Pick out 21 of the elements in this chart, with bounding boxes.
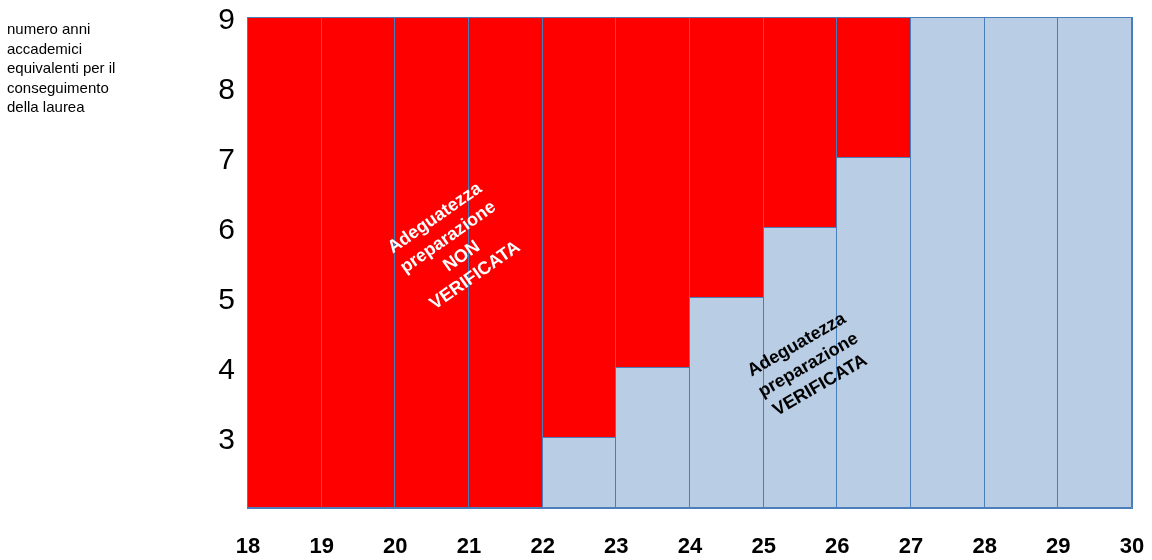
- x-tick-label: 18: [235, 533, 261, 559]
- x-tick-label: 24: [677, 533, 703, 559]
- x-tick-label: 22: [530, 533, 555, 559]
- y-tick-label: 8: [218, 71, 235, 105]
- x-tick-label: 21: [456, 533, 482, 559]
- text: numero anni accademici equivalenti per il conseguimento della laurea: [7, 20, 116, 115]
- x-tick-label: 25: [751, 533, 776, 559]
- x-tick-label: 23: [604, 533, 629, 559]
- x-tick-label: 30: [1119, 533, 1145, 559]
- x-tick-label: 29: [1046, 533, 1071, 559]
- y-tick-label: 3: [218, 421, 235, 455]
- y-tick-label: 4: [218, 351, 235, 385]
- x-tick-label: 28: [972, 533, 997, 559]
- y-tick-label: 9: [218, 1, 235, 35]
- x-tick-label: 26: [825, 533, 850, 559]
- y-tick-label: 7: [218, 141, 235, 175]
- y-tick-label: 6: [218, 211, 235, 245]
- x-tick-label: 20: [383, 533, 408, 559]
- x-tick-label: 19: [309, 533, 334, 559]
- x-tick-label: 27: [898, 533, 924, 559]
- y-tick-label: 5: [218, 281, 235, 315]
